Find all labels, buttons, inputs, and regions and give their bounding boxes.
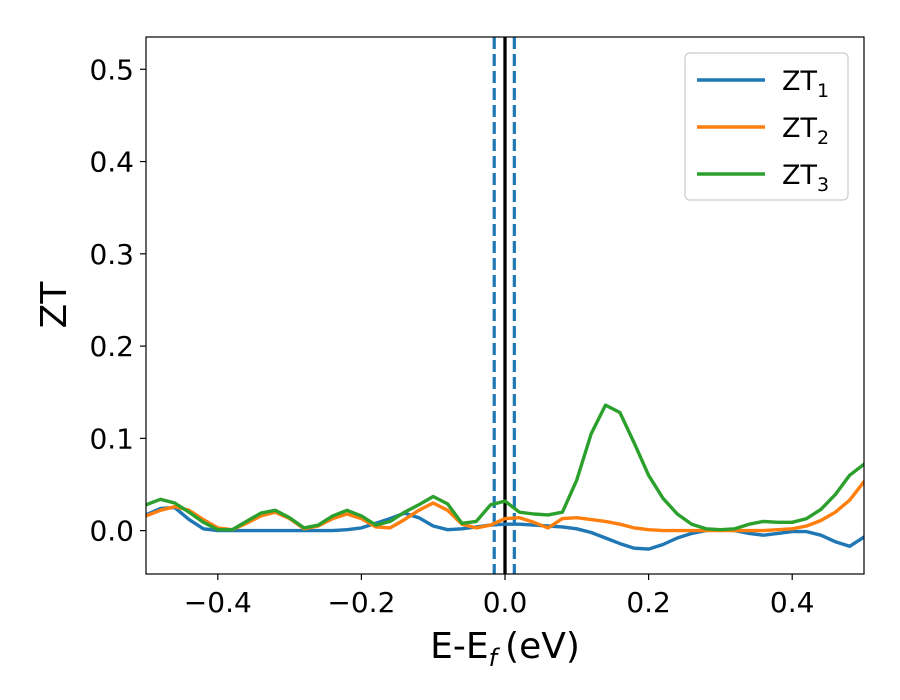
y-tick-label: 0.2 [89, 330, 134, 363]
x-axis-title: E-Ef (eV) [430, 626, 580, 672]
legend-label-zt2: ZT2 [782, 113, 829, 149]
x-tick-label: −0.2 [327, 586, 395, 619]
x-tick-label: 0.0 [483, 586, 528, 619]
series-line-zt2 [146, 480, 864, 533]
x-tick-label: −0.4 [184, 586, 252, 619]
y-axis-title: ZT [34, 281, 75, 329]
series-line-zt3 [146, 403, 864, 532]
y-axis-ticks: 0.0 0.1 0.2 0.3 0.4 0.5 [89, 53, 146, 548]
y-tick-label: 0.0 [89, 515, 134, 548]
legend-label-zt1: ZT1 [782, 66, 829, 102]
legend: ZT1 ZT2 ZT3 [684, 52, 849, 201]
series-line-zt1 [146, 505, 864, 551]
series-lines [146, 403, 864, 551]
x-tick-label: 0.2 [626, 586, 671, 619]
legend-box [684, 52, 849, 201]
reference-lines [492, 37, 516, 574]
y-tick-label: 0.3 [89, 238, 134, 271]
y-tick-label: 0.4 [89, 146, 134, 179]
x-tick-label: 0.4 [770, 586, 815, 619]
x-axis-title-unit: (eV) [505, 626, 580, 667]
y-tick-label: 0.1 [89, 422, 134, 455]
legend-label-zt3: ZT3 [782, 160, 829, 196]
y-tick-label: 0.5 [89, 53, 134, 86]
x-axis-ticks: −0.4 −0.2 0.0 0.2 0.4 [184, 574, 815, 619]
